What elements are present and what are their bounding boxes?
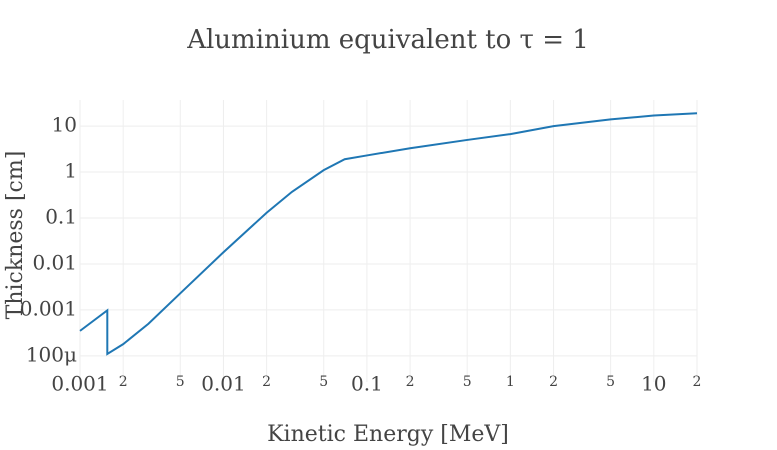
x-tick-label: 0.001 [51, 372, 108, 396]
x-tick-label: 2 [406, 374, 415, 390]
x-tick-label: 0.01 [201, 372, 246, 396]
y-tick-label: 0.1 [45, 205, 77, 229]
y-tick-label: 100μ [26, 342, 77, 366]
x-tick-label: 5 [463, 374, 472, 390]
chart-title: Aluminium equivalent to τ = 1 [186, 25, 589, 55]
x-tick-label: 5 [319, 374, 328, 390]
x-tick-label: 2 [119, 374, 128, 390]
y-tick-label: 10 [52, 113, 77, 137]
x-axis-title: Kinetic Energy [MeV] [267, 422, 509, 447]
data-line [79, 112, 698, 356]
x-tick-label: 10 [641, 372, 666, 396]
x-tick-label: 5 [606, 374, 615, 390]
y-axis-title: Thickness [cm] [3, 151, 28, 320]
x-tick-label: 2 [549, 374, 558, 390]
x-tick-label: 1 [506, 374, 515, 390]
y-tick-label: 0.01 [32, 250, 77, 274]
x-tick-label: 2 [693, 374, 702, 390]
x-tick-label: 2 [262, 374, 271, 390]
x-tick-label: 0.1 [351, 372, 383, 396]
x-tick-label: 5 [176, 374, 185, 390]
y-tick-label: 1 [64, 159, 77, 183]
y-tick-label: 0.001 [20, 296, 77, 320]
